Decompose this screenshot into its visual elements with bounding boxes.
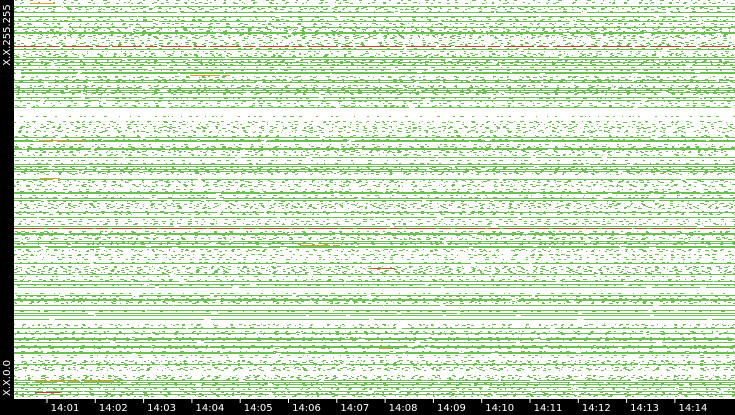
y-bottom-label: X.X.0.0 (2, 360, 13, 396)
x-tick-label: 14:03 (147, 403, 176, 414)
x-tick-label: 14:04 (195, 403, 224, 414)
x-tick-label: 14:11 (534, 403, 563, 414)
y-top-label: X.X.255.255 (2, 4, 13, 65)
x-tick-label: 14:02 (99, 403, 128, 414)
x-tick-label: 14:10 (485, 403, 514, 414)
x-tick-label: 14:05 (244, 403, 273, 414)
x-tick-label: 14:01 (51, 403, 80, 414)
x-tick-label: 14:14 (678, 403, 707, 414)
x-tick-label: 14:12 (582, 403, 611, 414)
x-tick-label: 14:13 (630, 403, 659, 414)
x-tick-label: 14:08 (389, 403, 418, 414)
x-tick-label: 14:09 (437, 403, 466, 414)
activity-texture (14, 0, 735, 397)
x-tick-label: 14:07 (340, 403, 369, 414)
x-tick-label: 14:06 (292, 403, 321, 414)
